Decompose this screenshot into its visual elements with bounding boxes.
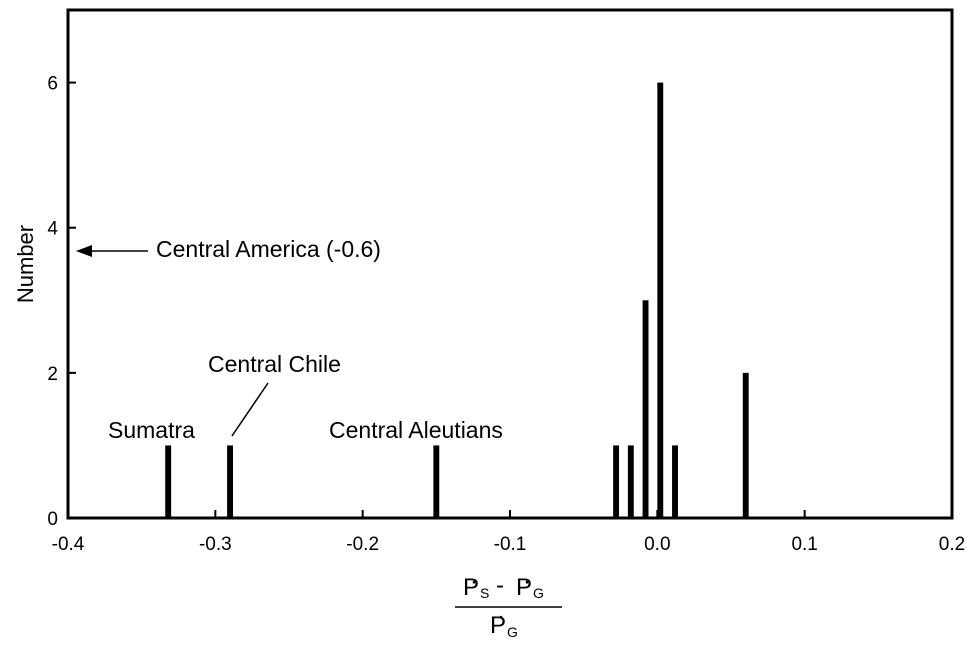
bar-3 [613,445,620,518]
annotation-central-chile-label: Central Chile [208,351,341,377]
bar-5 [642,300,649,518]
bar-6 [657,82,664,518]
x-tick-label-3: -0.1 [494,534,527,555]
denominator-term-a-sub: G [507,624,518,640]
y-axis-label: Number [13,225,38,303]
plot-frame [66,8,954,520]
numerator-term-b-sub: G [533,585,544,601]
denominator-term-a: P [490,612,506,639]
x-axis-ticks: -0.4 -0.3 -0.2 -0.1 0.0 0.1 0.2 [52,510,965,555]
x-axis-label: · P S - · P G · P G [455,568,562,640]
x-tick-label-1: -0.3 [199,534,232,555]
bars-layer [165,82,749,518]
annotation-sumatra: Sumatra [108,417,195,443]
x-tick-label-5: 0.1 [791,534,817,555]
svg-text:·: · [497,603,505,630]
numerator-term-b: P [516,574,532,601]
arrow-left-icon [76,245,92,257]
y-tick-label-1: 2 [47,364,58,385]
numerator-operator: - [496,572,504,599]
bar-4 [627,445,634,518]
x-tick-label-2: -0.2 [346,534,379,555]
numerator-term-a: P [463,574,479,601]
x-tick-label-4: 0.0 [644,534,670,555]
annotation-central-aleutians: Central Aleutians [329,417,503,443]
numerator-term-a-sub: S [480,585,489,601]
annotation-central-america: Central America (-0.6) [76,236,381,262]
bar-0 [165,445,172,518]
bar-7 [672,445,678,518]
y-tick-label-2: 4 [47,219,58,240]
central-chile-leader-line [231,382,269,437]
y-tick-label-0: 0 [47,509,58,530]
y-tick-label-3: 6 [47,74,58,95]
svg-text:·: · [470,568,478,595]
bar-8 [742,372,749,518]
x-tick-label-6: 0.2 [939,534,965,555]
annotation-central-chile: Central Chile [208,351,341,437]
svg-text:·: · [523,568,531,595]
bar-1 [227,445,234,518]
bar-2 [433,445,440,518]
y-axis-ticks: 0 2 4 6 [47,74,76,530]
annotation-central-america-label: Central America (-0.6) [156,236,381,262]
x-tick-label-0: -0.4 [52,534,85,555]
x-axis-label-numerator: · P S - · P G [463,568,544,601]
x-axis-label-denominator: · P G [490,603,518,640]
